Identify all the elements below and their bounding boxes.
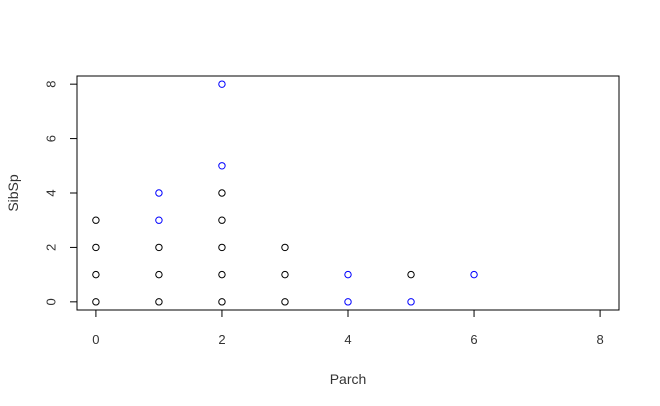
data-point [92,298,100,306]
data-point [155,216,163,224]
data-point [218,243,226,252]
data-point [344,298,352,306]
data-point [92,243,100,252]
data-point [155,243,163,252]
data-point [92,216,100,224]
x-axis-title: Parch [330,371,367,387]
y-tick-label: 2 [43,244,58,251]
data-point [218,298,226,306]
x-tick-label: 2 [218,332,225,347]
data-point [281,270,289,279]
data-point [218,270,226,279]
data-point [281,243,289,252]
plot-box [76,75,620,311]
data-point [470,270,478,279]
x-axis: 0 2 4 6 8 [92,309,604,347]
data-point [155,189,163,197]
data-point [407,298,415,306]
y-axis: 0 2 4 6 8 [43,81,78,305]
data-point [344,270,352,279]
x-tick-label: 6 [470,332,477,347]
x-tick-label: 4 [344,332,351,347]
data-point [218,80,226,88]
y-tick-label: 0 [43,298,58,305]
x-tick-label: 0 [92,332,99,347]
data-point [281,298,289,306]
y-tick-label: 8 [43,81,58,88]
y-tick-label: 4 [43,189,58,196]
data-point [218,216,226,224]
data-point [92,270,100,279]
y-tick-label: 6 [43,135,58,142]
data-points [92,80,478,306]
data-point [407,270,415,279]
data-point [218,162,226,170]
y-axis-title: SibSp [5,174,21,212]
x-tick-label: 8 [596,332,603,347]
data-point [155,270,163,279]
data-point [155,298,163,306]
data-point [218,189,226,197]
